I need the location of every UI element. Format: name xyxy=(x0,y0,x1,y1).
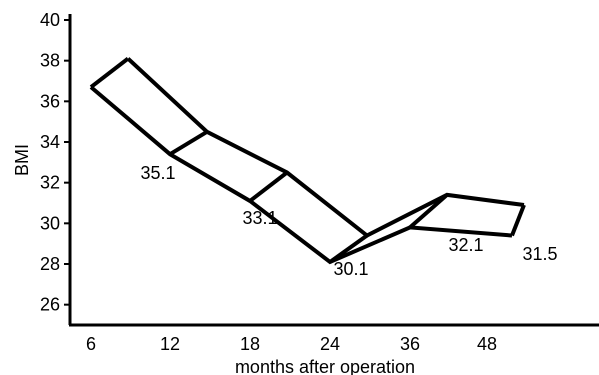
rung-line xyxy=(408,193,449,229)
x-tick-label: 18 xyxy=(240,334,260,354)
data-label: 30.1 xyxy=(333,259,368,279)
bmi-ribbon xyxy=(89,57,526,265)
y-axis-label: BMI xyxy=(12,144,32,176)
data-label: 33.1 xyxy=(242,208,277,228)
y-tick-label: 38 xyxy=(40,51,60,71)
rung-line xyxy=(328,233,369,264)
y-tick-label: 26 xyxy=(40,295,60,315)
x-ticks: 6 12 18 24 36 48 xyxy=(86,334,497,354)
x-tick-label: 48 xyxy=(477,334,497,354)
x-axis-label: months after operation xyxy=(235,357,415,375)
rung-line xyxy=(510,204,526,237)
y-tick-label: 30 xyxy=(40,213,60,233)
x-tick-label: 36 xyxy=(400,334,420,354)
y-tick-label: 32 xyxy=(40,173,60,193)
y-tick-label: 28 xyxy=(40,254,60,274)
y-ticks: 26 28 30 32 34 36 38 40 xyxy=(40,10,70,315)
rung-line xyxy=(89,57,130,89)
data-label: 35.1 xyxy=(140,163,175,183)
lower-edge-line xyxy=(89,85,513,265)
y-tick-label: 40 xyxy=(40,10,60,30)
data-labels: 35.1 33.1 30.1 32.1 31.5 xyxy=(140,163,557,279)
y-tick-label: 36 xyxy=(40,91,60,111)
rung-line xyxy=(248,170,289,203)
x-tick-label: 24 xyxy=(320,334,340,354)
y-tick-label: 34 xyxy=(40,132,60,152)
x-tick-label: 6 xyxy=(86,334,96,354)
upper-edge-line xyxy=(126,57,525,238)
data-label: 32.1 xyxy=(448,235,483,255)
x-tick-label: 12 xyxy=(160,334,180,354)
axes xyxy=(68,14,599,327)
data-label: 31.5 xyxy=(522,244,557,264)
rung-line xyxy=(168,130,209,156)
